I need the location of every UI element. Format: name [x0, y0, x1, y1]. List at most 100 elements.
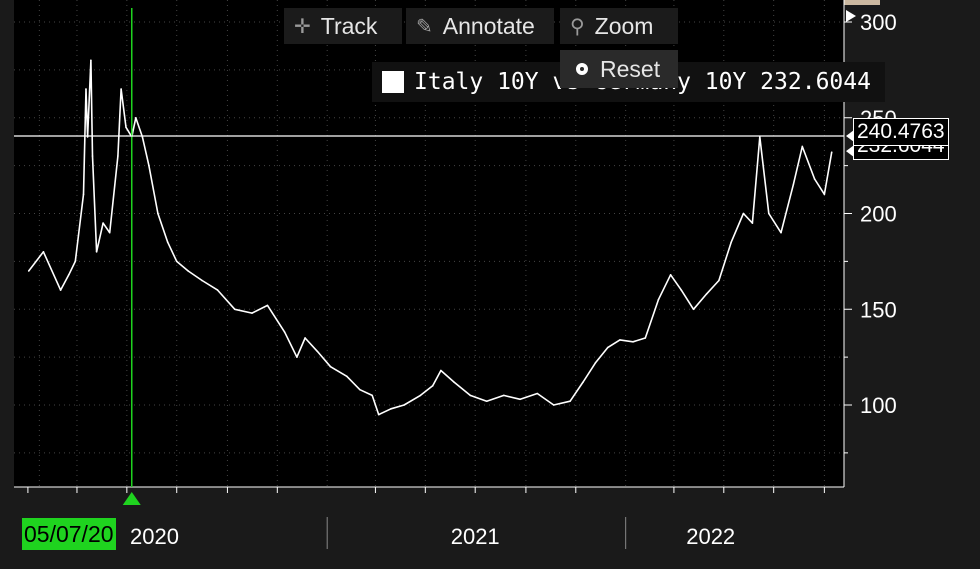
- series-point: [157, 212, 159, 215]
- series-line: [28, 59, 833, 416]
- top-scroll-arrow: [846, 10, 856, 22]
- series-point: [125, 126, 127, 129]
- series-point: [680, 289, 683, 291]
- series-point: [469, 394, 472, 397]
- reset-label: Reset: [600, 55, 661, 82]
- track-label: Track: [320, 12, 378, 39]
- reset-icon: [576, 63, 588, 75]
- series-point: [175, 260, 178, 263]
- series-point: [657, 298, 660, 301]
- series-point: [296, 356, 298, 358]
- pencil-icon: ✎: [416, 15, 433, 38]
- x-tick-label: 2021: [451, 524, 500, 549]
- crosshair-marker: [122, 492, 141, 505]
- series-point: [742, 212, 745, 215]
- series-point: [316, 350, 319, 353]
- reset-button[interactable]: Reset: [560, 50, 678, 88]
- series-point: [42, 251, 45, 253]
- series-point: [606, 346, 609, 349]
- annotate-label: Annotate: [442, 12, 535, 39]
- series-point: [792, 183, 795, 186]
- series-point: [390, 408, 392, 410]
- crosshair-layer: [14, 8, 856, 505]
- series-point: [503, 394, 505, 397]
- series-point: [120, 88, 122, 90]
- series-point: [440, 369, 442, 372]
- series-swatch: [382, 71, 404, 93]
- series-point: [823, 193, 826, 196]
- crosshair-date-badge: 05/07/20: [22, 518, 116, 550]
- series-point: [403, 404, 405, 406]
- track-button[interactable]: ✛ Track: [284, 8, 402, 44]
- series-point: [718, 279, 720, 282]
- series-point: [27, 270, 30, 272]
- crosshair-value-pointer: [846, 129, 854, 142]
- series-point: [201, 279, 203, 282]
- series-point: [216, 289, 219, 291]
- series-point: [536, 392, 539, 395]
- series-point: [233, 308, 236, 311]
- series-point: [82, 193, 85, 196]
- series-point: [91, 155, 94, 157]
- series-point: [251, 312, 253, 314]
- series-point: [102, 222, 104, 224]
- series-layer: [27, 59, 833, 416]
- magnifier-icon: ⚲: [570, 15, 585, 38]
- series-point: [304, 337, 306, 339]
- series-point: [95, 251, 98, 253]
- series-point: [644, 337, 647, 339]
- series-point: [148, 164, 150, 167]
- series-point: [453, 381, 455, 383]
- series-point: [569, 400, 571, 402]
- series-point: [371, 394, 373, 397]
- series-point: [669, 273, 672, 276]
- series-point: [166, 241, 169, 244]
- series-point: [283, 331, 286, 334]
- series-point: [90, 59, 92, 62]
- series-point: [135, 116, 137, 119]
- series-point: [767, 212, 770, 215]
- series-point: [74, 260, 77, 263]
- x-tick-label: 2020: [130, 524, 179, 549]
- series-point: [780, 231, 782, 234]
- series-point: [830, 151, 833, 154]
- crosshair-value-tag: 240.4763: [853, 118, 949, 146]
- series-point: [187, 270, 189, 272]
- series-point: [519, 398, 521, 401]
- series-point: [619, 339, 621, 341]
- y-tick-label: 100: [860, 393, 897, 418]
- series-point: [485, 400, 488, 402]
- zoom-button[interactable]: ⚲ Zoom: [560, 8, 678, 44]
- series-point: [632, 341, 634, 343]
- last-value-pointer: [846, 145, 854, 158]
- series-point: [67, 273, 70, 276]
- series-point: [751, 222, 754, 224]
- series-point: [431, 385, 434, 387]
- series-point: [329, 365, 332, 368]
- series-point: [59, 289, 62, 291]
- series-point: [594, 362, 597, 364]
- series-point: [359, 388, 361, 391]
- x-tick-label: 2022: [686, 524, 735, 549]
- series-point: [85, 88, 87, 90]
- zoom-label: Zoom: [594, 12, 654, 39]
- y-tick-label: 200: [860, 202, 897, 227]
- series-point: [266, 304, 269, 307]
- series-point: [117, 155, 119, 157]
- series-point: [108, 231, 111, 234]
- series-point: [692, 308, 695, 311]
- series-point: [813, 178, 816, 180]
- y-tick-label: 150: [860, 297, 897, 322]
- series-point: [419, 394, 422, 397]
- series-point: [377, 413, 380, 416]
- series-point: [801, 145, 804, 148]
- series-point: [730, 241, 732, 244]
- series-point: [705, 293, 708, 295]
- series-point: [552, 404, 555, 406]
- annotate-button[interactable]: ✎ Annotate: [406, 8, 554, 44]
- series-point: [582, 381, 584, 383]
- series-point: [346, 375, 348, 378]
- y-tick-label: 300: [860, 10, 897, 35]
- crosshair-icon: ✛: [294, 15, 311, 38]
